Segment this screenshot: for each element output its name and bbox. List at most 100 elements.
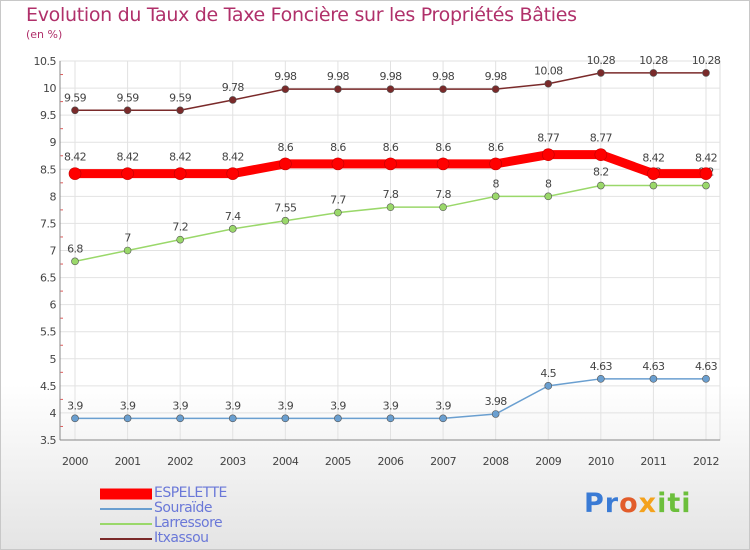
proxiti-logo: Proxiti	[584, 488, 692, 519]
data-point	[439, 414, 447, 423]
data-label: 4.63	[642, 360, 665, 373]
data-label: 10.08	[534, 65, 563, 78]
data-label: 8.6	[435, 141, 451, 154]
legend-label: Souraïde	[154, 500, 213, 516]
data-label: 10.28	[587, 54, 616, 67]
data-point	[68, 167, 82, 180]
y-tick-label: 4	[50, 407, 57, 420]
data-label: 3.9	[120, 399, 136, 412]
data-label: 7.7	[330, 194, 346, 207]
legend-label: Itxassou	[154, 530, 209, 546]
data-point	[123, 414, 132, 423]
chart-title: Evolution du Taux de Taxe Foncière sur l…	[26, 4, 577, 26]
data-point	[173, 167, 187, 180]
y-tick-label: 7	[50, 245, 57, 258]
data-label: 9.59	[64, 91, 87, 104]
data-point	[334, 85, 342, 93]
data-label: 8.6	[330, 141, 346, 154]
data-label: 3.9	[225, 399, 241, 412]
x-tick-label: 2008	[483, 455, 509, 468]
data-point	[649, 69, 658, 77]
data-label: 8.42	[169, 151, 191, 164]
data-label: 7.8	[435, 188, 451, 201]
data-label: 8.2	[593, 166, 609, 179]
data-label: 7.4	[225, 210, 241, 223]
data-point	[176, 414, 184, 423]
y-tick-label: 9	[50, 136, 57, 149]
x-tick-label: 2010	[588, 455, 614, 468]
data-label: 3.98	[485, 395, 508, 408]
data-point	[334, 208, 342, 217]
data-label: 3.9	[435, 399, 451, 412]
data-point	[281, 85, 290, 93]
data-point	[702, 181, 710, 190]
data-point	[649, 181, 658, 190]
data-label: 3.9	[67, 399, 83, 412]
data-point	[544, 79, 553, 88]
data-label: 7	[124, 232, 131, 245]
y-tick-label: 10.5	[34, 55, 57, 68]
x-tick-label: 2012	[693, 455, 719, 468]
y-tick-label: 9.5	[40, 109, 56, 122]
data-point	[331, 157, 345, 171]
data-label: 8	[545, 177, 552, 190]
y-tick-label: 3.5	[40, 434, 56, 447]
y-tick-label: 10	[43, 82, 56, 95]
data-label: 8.42	[64, 151, 86, 164]
data-label: 9.98	[485, 70, 508, 83]
y-tick-label: 7.5	[40, 217, 56, 230]
y-tick-label: 5	[50, 353, 57, 366]
y-tick-label: 5.5	[40, 326, 56, 339]
data-label: 3.9	[172, 399, 188, 412]
y-tick-label: 6.5	[40, 272, 56, 285]
legend-swatch	[100, 488, 152, 499]
data-point	[489, 157, 502, 171]
data-point	[228, 96, 237, 104]
data-point	[71, 106, 79, 115]
data-label: 10.28	[639, 54, 668, 67]
data-label: 9.98	[432, 70, 455, 83]
data-label: 4.5	[540, 367, 556, 380]
legend-item: ESPELETTE	[100, 486, 227, 501]
data-point	[699, 167, 713, 180]
data-point	[439, 85, 447, 93]
data-point	[597, 69, 605, 77]
data-point	[702, 375, 710, 383]
y-tick-label: 6	[50, 299, 57, 312]
x-tick-label: 2011	[640, 455, 666, 468]
data-point	[281, 414, 290, 423]
data-point	[121, 167, 134, 180]
data-point	[279, 157, 292, 171]
legend-swatch	[100, 537, 152, 540]
x-tick-label: 2004	[272, 455, 298, 468]
legend-item: Souraïde	[100, 501, 227, 516]
data-point	[123, 106, 132, 115]
y-tick-label: 4.5	[40, 380, 56, 393]
data-label: 8.42	[222, 151, 244, 164]
x-tick-label: 2002	[167, 455, 193, 468]
legend-swatch	[100, 507, 152, 510]
data-point	[544, 192, 553, 201]
data-point	[228, 225, 237, 233]
data-point	[228, 414, 237, 423]
data-label: 7.2	[172, 221, 188, 234]
data-label: 8.6	[488, 141, 504, 154]
data-point	[176, 235, 184, 244]
data-label: 4.63	[590, 360, 613, 373]
x-tick-label: 2007	[430, 455, 456, 468]
x-tick-label: 2000	[62, 455, 88, 468]
data-label: 8.6	[277, 141, 293, 154]
data-point	[226, 167, 240, 180]
chart-legend: ESPELETTE Souraïde Larressore Itxassou	[100, 486, 227, 546]
data-label: 8.42	[695, 152, 717, 165]
data-point	[281, 216, 290, 225]
data-label: 9.98	[274, 70, 297, 83]
data-point	[384, 157, 397, 171]
data-point	[491, 192, 500, 201]
data-label: 9.59	[117, 91, 140, 104]
data-label: 9.98	[379, 70, 402, 83]
data-point	[176, 106, 184, 115]
x-tick-label: 2006	[378, 455, 404, 468]
data-point	[123, 246, 132, 255]
